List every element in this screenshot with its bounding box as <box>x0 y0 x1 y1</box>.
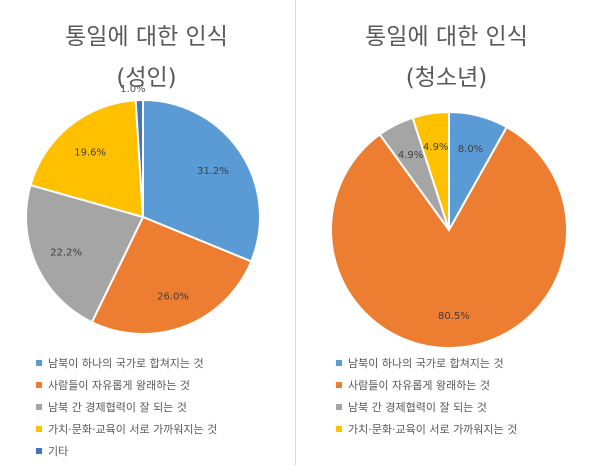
legend-item: 남북이 하나의 국가로 합쳐지는 것 <box>336 352 517 374</box>
chart-youth: 통일에 대한 인식 (청소년) 8.0% 80.5% 4.9% 4.9% 남북이 하나… <box>300 0 593 465</box>
legend-swatch <box>36 360 42 366</box>
chart-subtitle: (청소년) <box>405 65 488 91</box>
legend-item: 남북이 하나의 국가로 합쳐지는 것 <box>36 352 217 374</box>
legend-swatch <box>36 404 42 410</box>
pie-chart-youth: 8.0% 80.5% 4.9%4.9% <box>330 110 568 349</box>
legend-swatch <box>336 360 342 366</box>
legend-label: 가치·문화·교육이 서로 가까워지는 것 <box>348 423 518 436</box>
pie-slice <box>330 125 568 349</box>
pie-slice <box>411 110 450 231</box>
legend-swatch <box>36 426 42 432</box>
pie-slice <box>90 215 253 335</box>
data-label: 80.5% <box>438 311 470 322</box>
data-label: 4.9% <box>398 150 423 161</box>
legend-label: 가치·문화·교육이 서로 가까워지는 것 <box>48 423 218 436</box>
legend-label: 남북이 하나의 국가로 합쳐지는 것 <box>348 357 504 370</box>
legend-item: 기타 <box>36 440 217 462</box>
legend-swatch <box>336 382 342 388</box>
chart-title: 통일에 대한 인식 <box>65 24 228 50</box>
pie-slice <box>134 98 144 218</box>
legend-item: 가치·문화·교육이 서로 가까워지는 것 <box>36 418 217 440</box>
data-label: 1.0% <box>120 84 145 95</box>
data-label: 31.2% <box>197 166 229 177</box>
data-label: 26.0% <box>157 292 189 303</box>
legend-label: 남북 간 경제협력이 잘 되는 것 <box>348 401 487 414</box>
chart-subtitle: (성인) <box>116 65 177 91</box>
legend-item: 가치·문화·교육이 서로 가까워지는 것 <box>336 418 517 440</box>
legend-item: 남북 간 경제협력이 잘 되는 것 <box>336 396 517 418</box>
data-label: 22.2% <box>50 247 82 258</box>
legend-label: 사람들이 자유롭게 왕래하는 것 <box>348 379 491 392</box>
legend-swatch <box>336 404 342 410</box>
pie-chart-adult: 31.2% 26.0% 22.2% 19.6% 1.0% <box>25 84 261 335</box>
pie-slice <box>25 183 145 324</box>
data-label: 4.9% <box>423 142 448 153</box>
pie-slice <box>142 98 261 263</box>
data-label: 8.0% <box>458 144 483 155</box>
legend-label: 남북이 하나의 국가로 합쳐지는 것 <box>48 357 204 370</box>
legend-swatch <box>336 426 342 432</box>
legend-item: 사람들이 자유롭게 왕래하는 것 <box>36 374 217 396</box>
data-label: 19.6% <box>74 147 106 158</box>
legend-label: 기타 <box>48 445 69 458</box>
legend-swatch <box>36 382 42 388</box>
legend-item: 남북 간 경제협력이 잘 되는 것 <box>36 396 217 418</box>
legend-swatch <box>36 448 42 454</box>
legend-label: 남북 간 경제협력이 잘 되는 것 <box>48 401 187 414</box>
panel-divider <box>295 0 296 465</box>
chart-adult: 통일에 대한 인식 (성인) 31.2% 26.0% 22.2% 19.6% 1.0% … <box>0 0 293 465</box>
chart-title: 통일에 대한 인식 <box>365 24 528 50</box>
legend-label: 사람들이 자유롭게 왕래하는 것 <box>48 379 191 392</box>
pie-slice <box>29 99 145 219</box>
legend-item: 사람들이 자유롭게 왕래하는 것 <box>336 374 517 396</box>
